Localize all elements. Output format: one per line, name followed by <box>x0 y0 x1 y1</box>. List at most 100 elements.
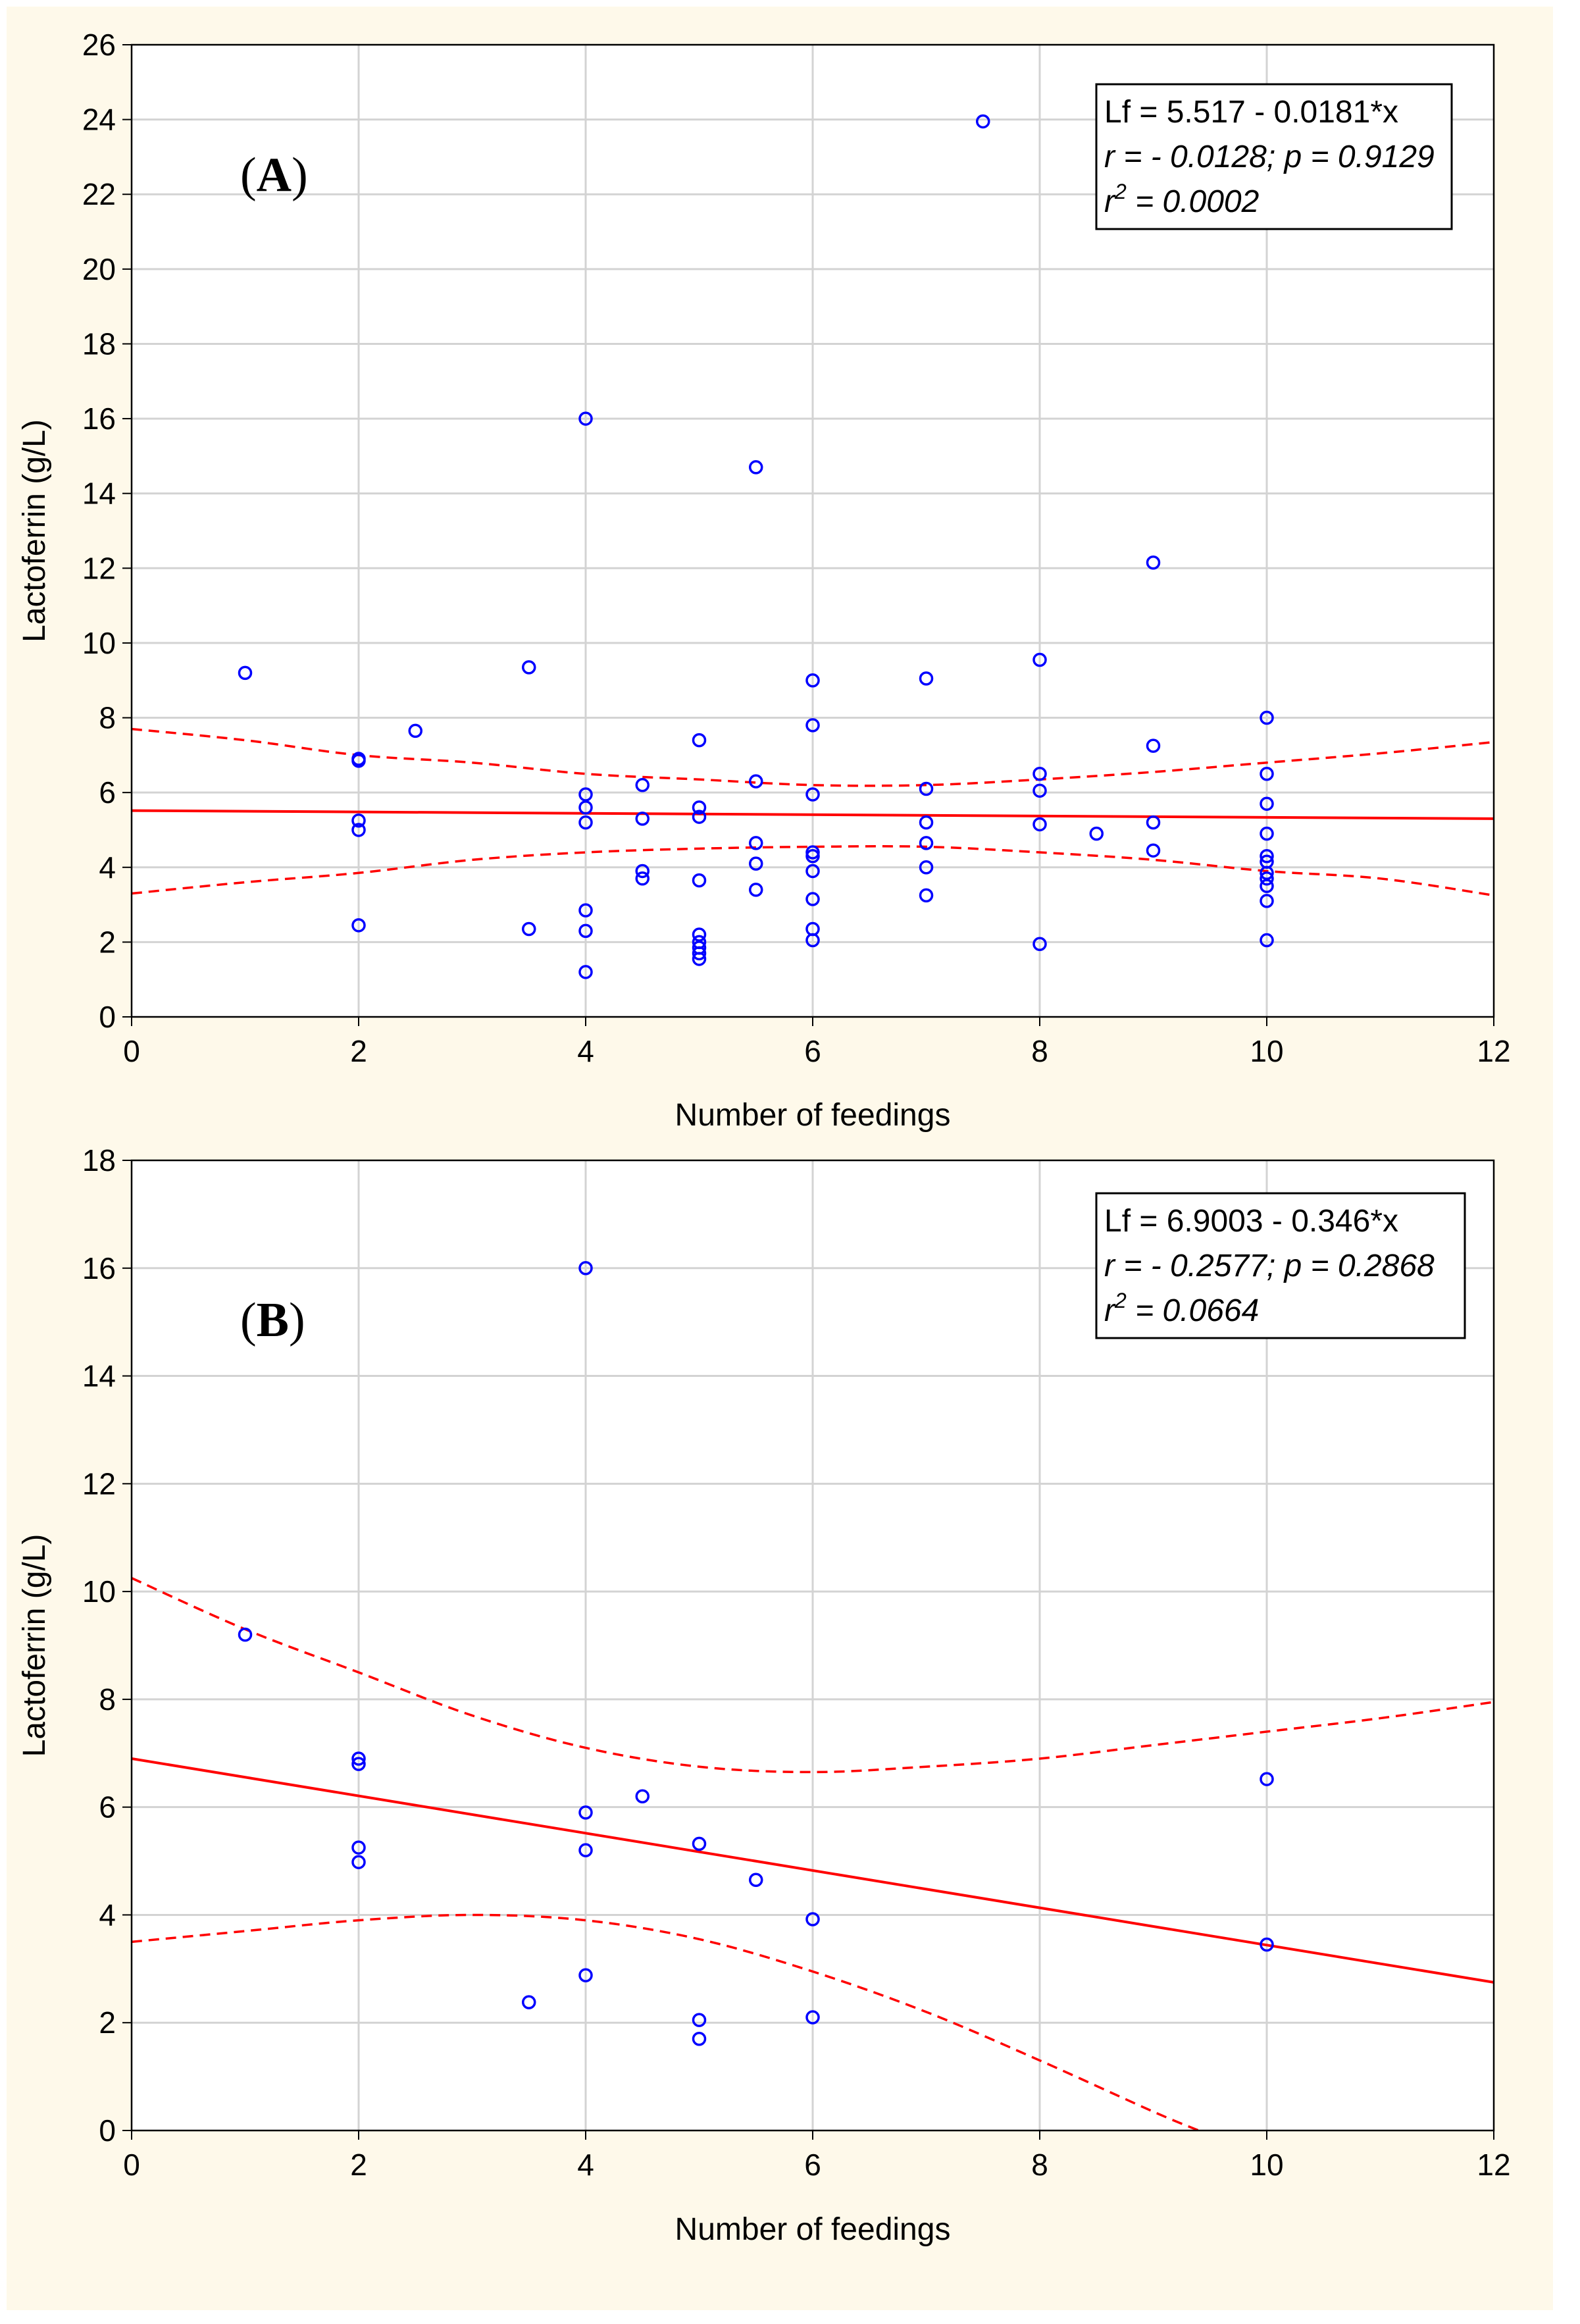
panel-a-data-point <box>919 671 934 686</box>
panel-a-data-point <box>578 815 593 830</box>
panel-a-data-point <box>578 903 593 917</box>
panel-b-plot-frame <box>130 1159 1495 2132</box>
panel-b-data-point <box>578 1968 593 1982</box>
panel-a-data-point <box>749 460 763 475</box>
panel-a-data-point <box>749 836 763 850</box>
panel-a-data-point <box>692 873 707 888</box>
panel-a-data-point <box>522 660 536 675</box>
panel-a-y-tick-label: 22 <box>82 177 116 211</box>
panel-b-y-tick-label: 4 <box>99 1898 116 1932</box>
panel-a-data-point <box>1260 796 1274 811</box>
panel-a-data-point <box>578 965 593 979</box>
panel-a-data-point <box>1146 843 1161 858</box>
panel-a-y-axis-label: Lactoferrin (g/L) <box>17 419 52 642</box>
panel-a-plot-frame <box>130 43 1495 1018</box>
panel-a-data-point <box>578 923 593 939</box>
panel-a-data-point <box>635 778 650 792</box>
panel-b-data-point <box>1260 1772 1274 1786</box>
panel-a-data-point <box>635 812 650 826</box>
panel-b-x-tick-label: 6 <box>804 2148 821 2182</box>
panel-a-y-tick-label: 10 <box>82 626 116 660</box>
panel-b-x-tick-label: 0 <box>123 2148 140 2182</box>
panel-a-data-point <box>805 892 820 906</box>
panel-b-y-axis-label: Lactoferrin (g/L) <box>17 1534 52 1757</box>
panel-a-stats-correlation: r = - 0.0128; p = 0.9129 <box>1104 140 1435 174</box>
panel-b-data-point <box>351 1757 366 1771</box>
panel-a-data-point <box>749 883 763 897</box>
panel-b-data-point <box>578 1805 593 1820</box>
panel-a-data-point <box>692 946 707 961</box>
panel-a-data-point <box>1260 767 1274 781</box>
panel-b-chart: 0 2 4 6 8 10 12 0 2 4 6 8 10 12 14 16 18 Number of feedin… <box>17 1143 1511 2247</box>
panel-a-data-point <box>1032 783 1047 798</box>
panel-a-y-tick-label: 16 <box>82 401 116 436</box>
panel-b-data-point <box>578 1843 593 1857</box>
panel-a-data-point <box>351 754 366 768</box>
panel-a-data-point <box>805 848 820 864</box>
panel-b-ci-upper-line <box>132 1577 1494 1774</box>
panel-b-data-point <box>351 1840 366 1855</box>
panel-a-x-tick-label: 8 <box>1031 1034 1048 1068</box>
panel-b-stats-correlation: r = - 0.2577; p = 0.2868 <box>1104 1249 1435 1283</box>
panel-b-data-point <box>578 1261 593 1276</box>
panel-a-y-tick-label: 4 <box>99 850 116 885</box>
panel-a-data-point <box>1146 738 1161 753</box>
panel-b-data-point <box>692 2013 707 2027</box>
panel-a-data-point <box>351 823 366 837</box>
panel-a-data-point <box>351 918 366 933</box>
panel-a-data-point <box>238 665 253 681</box>
panel-a-y-tick-label: 18 <box>82 326 116 361</box>
panel-a-x-tick-label: 6 <box>804 1034 821 1068</box>
panel-a-y-tick-label: 24 <box>82 103 116 137</box>
panel-a-ci-lower-line <box>132 845 1494 897</box>
panel-a-data-point <box>1032 817 1047 832</box>
panel-a-data-point <box>749 774 763 788</box>
panel-b-plot-content <box>132 1261 1494 2130</box>
panel-b-data-point <box>805 1912 820 1926</box>
panel-b-x-axis-label: Number of feedings <box>675 2212 951 2247</box>
panel-a-data-point <box>578 800 593 815</box>
panel-a-data-point <box>805 933 820 948</box>
panel-a-stats-equation: Lf = 5.517 - 0.0181*x <box>1104 95 1398 130</box>
panel-b-stats-r-squared: r2 = 0.0664 <box>1104 1289 1259 1328</box>
panel-a-data-point <box>805 864 820 879</box>
panel-b-x-tick-label: 12 <box>1477 2148 1510 2182</box>
panel-a-data-point <box>749 856 763 871</box>
panel-b-y-tick-label: 14 <box>82 1359 116 1393</box>
panel-b-data-point <box>351 1751 366 1766</box>
panel-a-data-point <box>635 871 650 886</box>
panel-a-data-point <box>1032 767 1047 781</box>
panel-a-x-axis-label: Number of feedings <box>675 1098 951 1133</box>
panel-b-x-tick-label: 2 <box>350 2148 367 2182</box>
figure: 0 2 4 6 8 10 12 0 2 4 6 8 10 12 14 16 18 20 22 24 26 Number o… <box>7 7 1553 2310</box>
panel-b-stats-box <box>1095 1192 1466 1339</box>
panel-a-x-tick-label: 4 <box>577 1034 594 1068</box>
panel-a-data-point <box>919 781 934 796</box>
panel-a-x-tick-label: 10 <box>1250 1034 1283 1068</box>
panel-a-x-tick-label: 0 <box>123 1034 140 1068</box>
panel-a-data-point <box>1260 710 1274 725</box>
panel-b-regression-line <box>132 1757 1494 1984</box>
panel-a-data-point <box>692 952 707 966</box>
panel-a-data-point <box>1032 652 1047 667</box>
panel-b-data-point <box>522 1995 536 2009</box>
panel-b-data-point <box>351 1855 366 1869</box>
panel-b-y-tick-label: 6 <box>99 1790 116 1824</box>
panel-b-stats-equation: Lf = 6.9003 - 0.346*x <box>1104 1204 1398 1239</box>
panel-a-data-point <box>919 860 934 875</box>
panel-a-data-point <box>1146 815 1161 830</box>
panel-a-data-point <box>919 836 934 850</box>
panel-b-data-point <box>692 2032 707 2046</box>
panel-a-y-tick-label: 14 <box>82 477 116 511</box>
panel-a-data-point <box>1032 937 1047 951</box>
panel-a-plot-content <box>132 114 1494 979</box>
panel-a-data-point <box>1260 879 1274 893</box>
panel-b-data-point <box>635 1789 650 1804</box>
panel-a-data-point <box>578 411 593 426</box>
panel-a-data-point <box>692 927 707 942</box>
panel-b-x-tick-label: 8 <box>1031 2148 1048 2182</box>
panel-a-data-point <box>692 733 707 748</box>
panel-a-x-tick-label: 2 <box>350 1034 367 1068</box>
